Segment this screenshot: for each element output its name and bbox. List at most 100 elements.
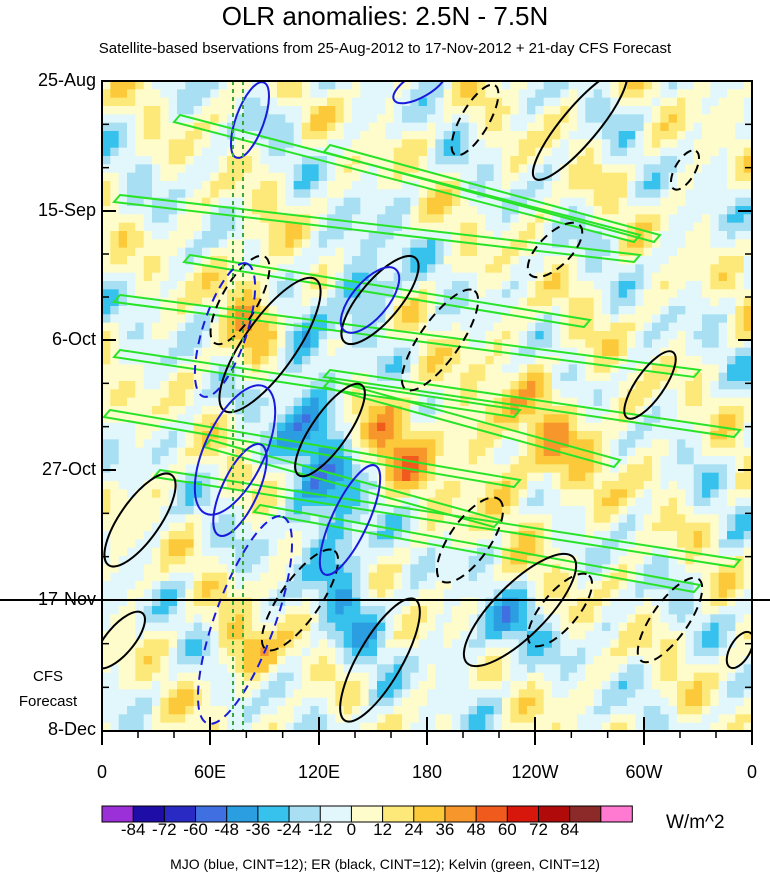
olr-cell (735, 281, 745, 290)
olr-cell (102, 122, 111, 132)
olr-cell (502, 106, 511, 115)
olr-cell (302, 389, 311, 399)
olr-cell (285, 131, 295, 140)
olr-cell (135, 556, 145, 565)
olr-cell (302, 339, 311, 349)
olr-cell (643, 456, 653, 465)
olr-cell (152, 256, 161, 265)
olr-cell (235, 89, 245, 99)
olr-cell (260, 497, 270, 507)
olr-cell (143, 364, 153, 374)
olr-cell (243, 572, 253, 582)
olr-cell (260, 89, 270, 99)
olr-cell (518, 381, 528, 390)
olr-cell (127, 272, 136, 282)
olr-cell (160, 564, 170, 574)
olr-cell (360, 264, 370, 274)
olr-cell (185, 322, 195, 332)
olr-cell (410, 264, 420, 274)
olr-cell (710, 497, 720, 507)
olr-cell (160, 381, 170, 390)
olr-cell (477, 464, 486, 474)
olr-cell (218, 197, 228, 207)
olr-cell (135, 422, 145, 432)
olr-cell (560, 447, 570, 457)
olr-cell (235, 397, 245, 407)
olr-cell (635, 514, 645, 524)
olr-cell (502, 281, 511, 290)
olr-cell (127, 472, 136, 482)
olr-cell (635, 356, 645, 365)
olr-cell (610, 122, 620, 132)
olr-cell (560, 181, 570, 190)
olr-cell (377, 597, 386, 607)
olr-cell (385, 547, 395, 557)
olr-cell (585, 181, 595, 190)
olr-cell (543, 147, 553, 157)
olr-cell (393, 247, 403, 257)
olr-cell (260, 331, 270, 340)
olr-cell (468, 189, 478, 199)
olr-cell (702, 314, 711, 324)
olr-cell (535, 281, 545, 290)
olr-cell (243, 172, 253, 182)
olr-cell (493, 297, 503, 307)
olr-cell (343, 247, 353, 257)
olr-cell (218, 414, 228, 424)
olr-cell (577, 106, 586, 115)
olr-cell (693, 264, 703, 274)
olr-cell (285, 431, 295, 440)
olr-cell (327, 239, 336, 249)
olr-cell (393, 322, 403, 332)
olr-cell (527, 406, 536, 415)
olr-cell (260, 539, 270, 549)
olr-cell (668, 147, 678, 157)
olr-cell (202, 572, 211, 582)
olr-cell (493, 239, 503, 249)
olr-cell (377, 181, 386, 190)
olr-cell (652, 547, 661, 557)
olr-cell (718, 331, 728, 340)
olr-cell (502, 356, 511, 365)
olr-cell (210, 222, 220, 232)
olr-cell (577, 331, 586, 340)
olr-cell (477, 356, 486, 365)
olr-cell (552, 389, 561, 399)
olr-cell (635, 389, 645, 399)
olr-cell (502, 439, 511, 449)
olr-cell (285, 606, 295, 615)
olr-cell (227, 522, 236, 532)
olr-cell (552, 506, 561, 515)
olr-cell (118, 156, 128, 165)
olr-cell (452, 89, 461, 99)
olr-cell (443, 164, 453, 174)
olr-cell (335, 106, 345, 115)
olr-cell (127, 606, 136, 615)
olr-cell (618, 297, 628, 307)
olr-cell (327, 131, 336, 140)
olr-cell (452, 572, 461, 582)
olr-cell (527, 347, 536, 357)
olr-cell (735, 331, 745, 340)
olr-cell (618, 439, 628, 449)
olr-cell (160, 206, 170, 215)
olr-cell (252, 406, 261, 415)
olr-cell (427, 272, 436, 282)
olr-cell (643, 539, 653, 549)
olr-cell (477, 406, 486, 415)
olr-cell (660, 431, 670, 440)
olr-cell (427, 306, 436, 315)
olr-cell (502, 514, 511, 524)
olr-cell (185, 156, 195, 165)
olr-cell (585, 106, 595, 115)
olr-cell (543, 589, 553, 599)
olr-cell (560, 514, 570, 524)
olr-cell (435, 456, 445, 465)
olr-cell (593, 597, 603, 607)
olr-cell (185, 222, 195, 232)
olr-cell (102, 164, 111, 174)
olr-cell (560, 431, 570, 440)
olr-cell (402, 214, 411, 224)
olr-cell (377, 89, 386, 99)
olr-cell (510, 331, 520, 340)
